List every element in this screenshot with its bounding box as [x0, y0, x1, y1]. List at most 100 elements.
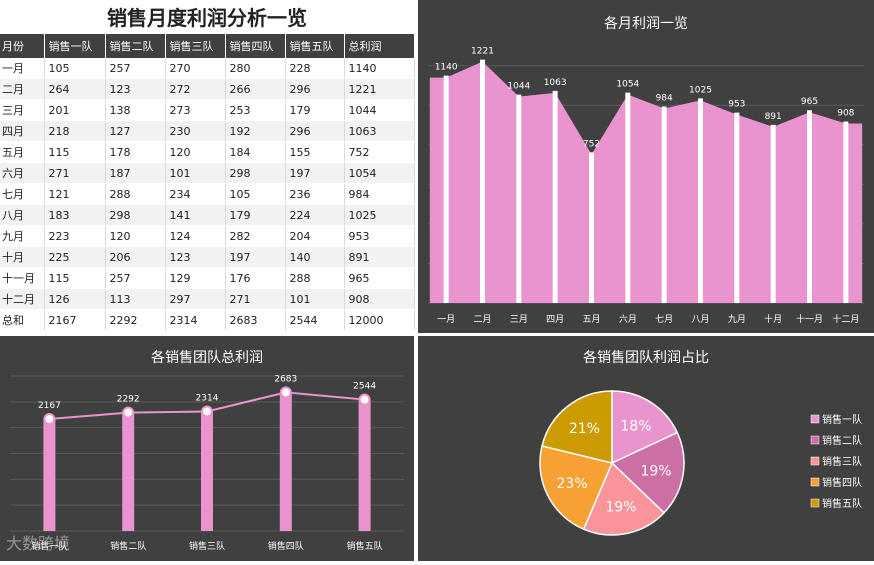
table-cell: 1140 [344, 58, 415, 79]
table-cell: 965 [344, 267, 415, 289]
bar [122, 412, 135, 531]
table-cell: 176 [225, 267, 286, 289]
table-cell: 288 [105, 183, 166, 205]
table-cell: 115 [44, 141, 106, 163]
x-tick-label: 销售三队 [189, 540, 225, 552]
table-cell: 1063 [344, 120, 415, 142]
x-tick-label: 三月 [510, 314, 528, 325]
slice-label: 18% [620, 418, 651, 434]
pie-slice [539, 445, 614, 531]
table-row: 四月 218 127 230 192 296 1063 [0, 120, 415, 142]
table-cell: 140 [285, 246, 345, 268]
table-cell: 201 [44, 99, 106, 121]
table-cell: 126 [44, 288, 106, 310]
table-cell: 272 [165, 78, 226, 100]
table-cell: 224 [285, 204, 345, 226]
x-tick-label: 十月 [764, 313, 782, 325]
line-marker [201, 405, 213, 418]
data-label: 752 [583, 139, 600, 149]
table-cell: 六月 [0, 162, 45, 184]
table-cell: 228 [285, 58, 345, 79]
table-cell: 288 [285, 267, 345, 289]
table-cell: 105 [225, 183, 286, 205]
data-label: 2544 [353, 382, 376, 392]
table-cell: 197 [285, 162, 345, 184]
table-row: 七月 121 288 234 105 236 984 [0, 183, 415, 205]
table-cell: 120 [165, 141, 226, 163]
table-header-cell: 总利润 [344, 34, 415, 58]
table-cell: 四月 [0, 120, 45, 142]
table-row: 一月 105 257 270 280 228 1140 [0, 58, 415, 79]
table-header-cell: 销售五队 [285, 34, 345, 58]
table-cell: 120 [105, 225, 166, 247]
team-share-panel: 各销售团队利润占比 18% 19% 19% 23% 21% 销售一队 销售二队 销售三队 销售四… [418, 336, 874, 561]
table-cell: 271 [44, 162, 106, 184]
slice-label: 19% [640, 463, 671, 479]
table-cell: 179 [285, 99, 345, 121]
bar [201, 411, 213, 531]
x-tick-label: 六月 [619, 313, 637, 325]
table-cell: 2683 [225, 309, 286, 331]
data-label: 1063 [544, 78, 567, 88]
table-cell: 123 [165, 246, 226, 268]
data-label: 984 [656, 93, 673, 103]
legend-swatch [810, 435, 820, 445]
pie-slice [610, 431, 685, 514]
data-label: 965 [801, 97, 818, 107]
table-header-cell: 月份 [0, 34, 45, 58]
legend-swatch [810, 477, 820, 487]
table-cell: 2167 [44, 309, 106, 331]
data-label: 1140 [435, 63, 458, 73]
bar [279, 392, 292, 531]
table-cell: 2544 [285, 309, 345, 331]
line-marker [43, 413, 56, 426]
data-label: 2167 [38, 401, 61, 411]
table-cell: 752 [344, 141, 415, 163]
line-marker [358, 393, 371, 406]
table-cell: 234 [165, 183, 226, 205]
pie-slice [582, 461, 666, 536]
x-tick-label: 八月 [691, 314, 709, 325]
table-cell: 984 [344, 183, 415, 205]
table-cell: 七月 [0, 183, 45, 205]
table-cell: 266 [225, 78, 286, 100]
slice-label: 23% [557, 476, 588, 492]
bar [43, 419, 56, 531]
bar [358, 399, 371, 531]
table-cell: 12000 [344, 309, 415, 331]
table-body: 一月 105 257 270 280 228 1140 二月 264 123 272 266 296 12… [0, 58, 415, 331]
legend-label: 销售四队 [822, 476, 862, 489]
table-row: 八月 183 298 141 179 224 1025 [0, 204, 415, 226]
table-header-cell: 销售三队 [165, 34, 226, 58]
x-tick-label: 二月 [473, 314, 491, 325]
table-header-cell: 销售二队 [105, 34, 166, 58]
table-cell: 三月 [0, 99, 45, 121]
table-cell: 179 [225, 204, 286, 226]
table-row: 三月 201 138 273 253 179 1044 [0, 99, 415, 121]
x-tick-label: 一月 [437, 314, 455, 325]
table-cell: 218 [44, 120, 106, 142]
table-cell: 127 [105, 120, 166, 142]
pie-chart-title: 各销售团队利润占比 [583, 350, 709, 366]
pie-slice [541, 390, 613, 464]
team-chart-title: 各销售团队总利润 [151, 350, 263, 366]
table-cell: 1044 [344, 99, 415, 121]
table-cell: 十月 [0, 246, 45, 268]
legend-label: 销售三队 [822, 455, 862, 468]
slice-label: 19% [605, 500, 636, 516]
table-cell: 908 [344, 288, 415, 310]
slice-label: 21% [569, 421, 600, 437]
legend-swatch [810, 414, 820, 424]
table-row: 九月 223 120 124 282 204 953 [0, 225, 415, 247]
table-cell: 298 [105, 204, 166, 226]
table-cell: 297 [165, 288, 226, 310]
table-cell: 总和 [0, 309, 45, 331]
table-cell: 178 [105, 141, 166, 163]
table-row: 十月 225 206 123 197 140 891 [0, 246, 415, 268]
table-cell: 138 [105, 99, 166, 121]
data-label: 2314 [196, 393, 219, 403]
table-cell: 115 [44, 267, 106, 289]
table-header-cell: 销售一队 [44, 34, 106, 58]
table-cell: 257 [105, 267, 166, 289]
x-tick-label: 九月 [728, 314, 746, 325]
